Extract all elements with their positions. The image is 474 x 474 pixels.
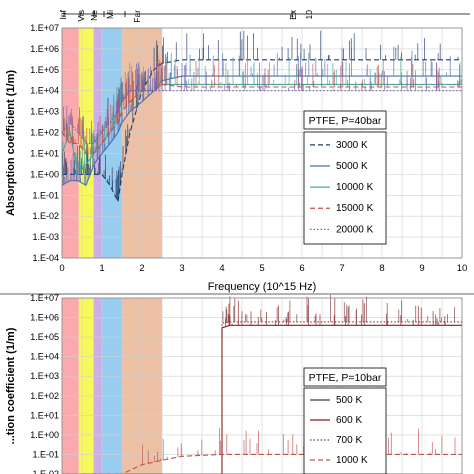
- y-tick-label: 1.E-02: [32, 469, 59, 474]
- series-line: [62, 324, 462, 474]
- series-spikes: [63, 62, 440, 144]
- y-tick-label: 1.E+02: [30, 128, 59, 138]
- region-label: 10: [304, 10, 314, 20]
- legend-label: 3000 K: [336, 140, 368, 151]
- region-label: Mi: [105, 10, 115, 19]
- x-tick-label: 9: [419, 263, 424, 274]
- y-axis-title: Absorption coefficient (1/m): [5, 70, 17, 216]
- x-tick-label: 4: [219, 263, 224, 274]
- legend-label: 20000 K: [336, 224, 374, 235]
- y-tick-label: 1.E+06: [30, 313, 59, 323]
- y-tick-label: 1.E-01: [32, 190, 59, 200]
- x-tick-label: 1: [99, 263, 104, 274]
- y-tick-label: 1.E-02: [32, 211, 59, 221]
- annotation-text: PTFE, P=10bar: [309, 372, 382, 384]
- y-tick-label: 1.E+04: [30, 86, 59, 96]
- spectral-band: [102, 28, 122, 258]
- series-spikes: [222, 298, 446, 328]
- x-tick-label: 5: [259, 263, 264, 274]
- region-label: Far: [132, 10, 142, 23]
- legend-box: [303, 131, 387, 245]
- legend-label: 600 K: [336, 415, 362, 426]
- y-tick-label: 1.E+02: [30, 391, 59, 401]
- y-tick-label: 1.E+03: [30, 371, 59, 381]
- y-tick-label: 1.E-04: [32, 253, 59, 263]
- annotation-box: [303, 367, 387, 387]
- legend-label: 500 K: [336, 395, 362, 406]
- y-tick-label: 1.E+07: [30, 23, 59, 33]
- region-strip: Inf Vis Ne Mi Far Ex 10: [58, 9, 470, 23]
- y-tick-label: 1.E+07: [30, 293, 59, 303]
- y-tick-label: 1.E+01: [30, 410, 59, 420]
- annotation-text: PTFE, P=40bar: [309, 115, 382, 127]
- x-tick-label: 10: [457, 263, 468, 274]
- x-tick-label: 2: [139, 263, 144, 274]
- series-line: [61, 75, 462, 187]
- y-tick-label: 1.E-03: [32, 232, 59, 242]
- plot-frame: [61, 27, 463, 259]
- legend-box: [303, 387, 387, 474]
- region-label: Vis: [76, 10, 86, 22]
- y-tick-label: 1.E+01: [30, 148, 59, 158]
- y-tick-label: 1.E+06: [30, 44, 59, 54]
- x-axis-title: Frequency (10^15 Hz): [208, 281, 317, 293]
- legend: 500 K 600 K 700 K 1000 K: [303, 387, 387, 474]
- y-axis-title: ...tion coefficient (1/m): [5, 327, 17, 444]
- legend: 3000 K 5000 K 10000 K 15000 K 20000 K: [303, 131, 387, 245]
- legend-label: 10000 K: [336, 182, 374, 193]
- spectral-band: [78, 298, 94, 474]
- legend-label: 700 K: [336, 435, 362, 446]
- legend-label: 1000 K: [336, 455, 368, 466]
- x-tick-label: 8: [379, 263, 384, 274]
- legend-label: 5000 K: [336, 161, 368, 172]
- series-spikes: [142, 427, 460, 465]
- y-tick-label: 1.E+00: [30, 430, 59, 440]
- x-tick-label: 0: [59, 263, 64, 274]
- spectral-band: [62, 298, 79, 474]
- region-label: Ex: [288, 9, 298, 20]
- series-spikes: [222, 294, 463, 324]
- x-tick-label: 6: [299, 263, 304, 274]
- x-tick-label: 3: [179, 263, 184, 274]
- y-tick-label: 1.E+04: [30, 352, 59, 362]
- legend-label: 15000 K: [336, 203, 374, 214]
- y-tick-label: 1.E+05: [30, 332, 59, 342]
- y-tick-label: 1.E+00: [30, 169, 59, 179]
- plot-frame: [61, 297, 463, 474]
- annotation-box: [303, 110, 387, 130]
- spectral-band: [102, 298, 122, 474]
- chart-panel-1: 1.E-04 1.E-03 1.E-02 1.E-01 1.E+00 1.E+01 1.E+…: [5, 23, 467, 293]
- x-tick-label: 7: [339, 263, 344, 274]
- chart-panel-2: 1.E-02 1.E-01 1.E+00 1.E+01 1.E+02 1.E+03 1.E+…: [5, 293, 463, 474]
- y-tick-label: 1.E+03: [30, 107, 59, 117]
- region-label: Inf: [58, 9, 68, 19]
- spectral-band: [93, 298, 102, 474]
- y-tick-label: 1.E+05: [30, 65, 59, 75]
- y-tick-label: 1.E-01: [32, 449, 59, 459]
